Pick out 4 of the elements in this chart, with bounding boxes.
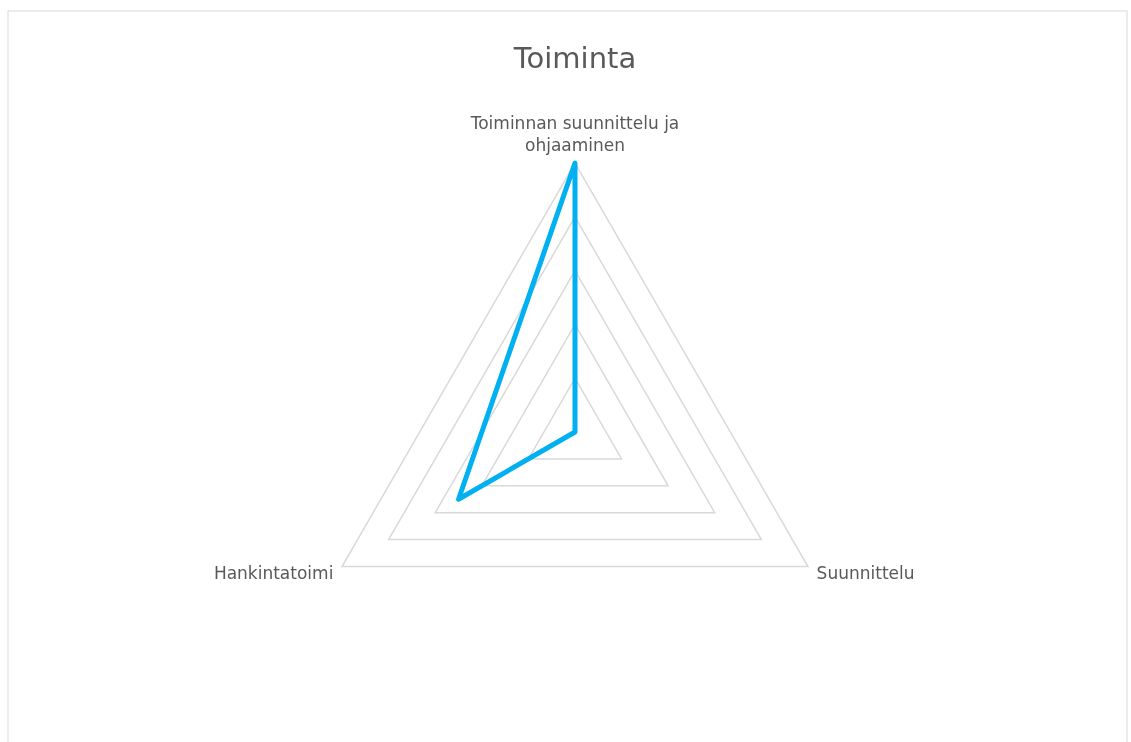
- spoke-label: Suunnittelu: [816, 562, 915, 583]
- spoke-label: Toiminnan suunnittelu ja ohjaaminen: [469, 113, 680, 155]
- spoke-label: Hankintatoimi: [213, 562, 334, 583]
- chart-title: Toiminta: [512, 41, 637, 75]
